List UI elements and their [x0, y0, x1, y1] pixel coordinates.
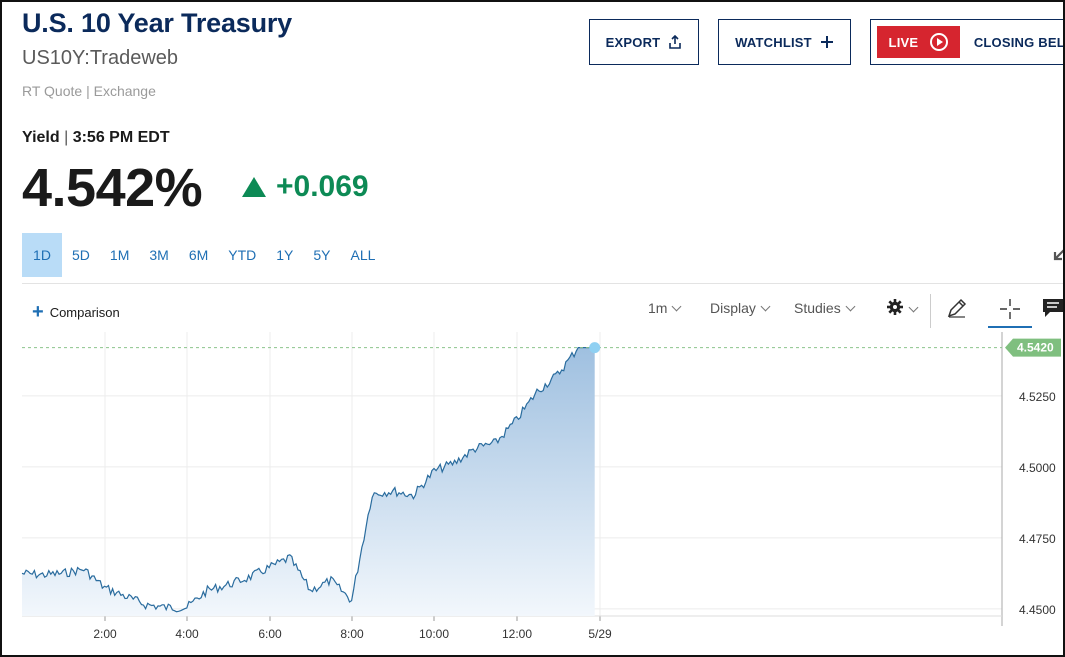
chevron-down-icon [845, 301, 856, 312]
export-button[interactable]: EXPORT [589, 19, 699, 65]
crosshair-tool[interactable] [988, 294, 1032, 328]
x-tick-label: 2:00 [93, 627, 117, 641]
triangle-up-icon [242, 177, 266, 197]
range-tab-1m[interactable]: 1M [109, 247, 130, 263]
last-price-label: 4.5420 [1017, 341, 1054, 355]
time-range-tabs: 1D 5D 1M 3M 6M YTD 1Y 5Y ALL [22, 233, 385, 277]
interval-dropdown[interactable]: 1m [648, 300, 682, 316]
crosshair-icon [999, 298, 1021, 323]
last-price-dot [589, 342, 601, 354]
range-tab-5d[interactable]: 5D [72, 247, 90, 263]
quote-time: 3:56 PM EDT [72, 129, 170, 146]
interval-label: 1m [648, 300, 668, 316]
range-tab-1d[interactable]: 1D [22, 233, 62, 277]
price-value: 4.542% [22, 158, 203, 218]
studies-label: Studies [794, 300, 841, 316]
range-tab-3m[interactable]: 3M [149, 247, 169, 263]
y-tick-label: 4.5250 [1019, 390, 1056, 404]
settings-dropdown[interactable] [886, 298, 919, 319]
expand-icon[interactable] [1051, 245, 1063, 263]
share-upload-icon [668, 35, 682, 49]
series-area [22, 347, 595, 616]
draw-tool[interactable] [946, 297, 968, 322]
price-change: +0.069 [242, 170, 369, 204]
watchlist-button[interactable]: WATCHLIST [718, 19, 851, 65]
range-tab-1y[interactable]: 1Y [276, 247, 294, 263]
range-tab-6m[interactable]: 6M [188, 247, 209, 263]
chevron-down-icon [760, 301, 771, 312]
live-button[interactable]: LIVE [877, 26, 960, 58]
range-tab-5y[interactable]: 5Y [313, 247, 331, 263]
x-tick-label: 12:00 [502, 627, 532, 641]
comment-icon [1042, 298, 1063, 321]
divider [22, 283, 1063, 284]
yield-label: Yield [22, 129, 60, 146]
x-tick-label: 10:00 [419, 627, 449, 641]
play-circle-icon [930, 33, 949, 51]
chevron-down-icon [908, 302, 919, 312]
yield-timestamp: Yield | 3:56 PM EDT [22, 129, 170, 147]
display-dropdown[interactable]: Display [710, 300, 771, 316]
page-title: U.S. 10 Year Treasury [22, 8, 292, 38]
range-tab-ytd[interactable]: YTD [228, 247, 257, 263]
x-tick-label: 6:00 [258, 627, 282, 641]
live-banner[interactable]: LIVE CLOSING BELL [870, 19, 1065, 65]
change-value: +0.069 [276, 170, 369, 203]
x-tick-label: 4:00 [175, 627, 199, 641]
y-tick-label: 4.4500 [1019, 603, 1056, 617]
x-tick-label: 8:00 [340, 627, 364, 641]
toolbar-separator [930, 294, 931, 328]
pencil-icon [946, 297, 968, 322]
plus-icon [820, 35, 834, 49]
last-price-tag [1005, 338, 1061, 357]
symbol-label: US10Y:Tradeweb [22, 47, 179, 69]
export-label: EXPORT [605, 34, 661, 50]
display-label: Display [710, 300, 756, 316]
comparison-button[interactable]: + Comparison [32, 302, 120, 322]
y-tick-label: 4.5000 [1019, 461, 1056, 475]
separator: | [64, 129, 73, 146]
series-line [21, 347, 595, 613]
live-label: LIVE [888, 34, 919, 50]
studies-dropdown[interactable]: Studies [794, 300, 856, 316]
price-chart[interactable]: 4.4500 4.4750 4.5000 4.5250 2:00 4:00 6:00 8:00… [2, 332, 1065, 657]
plus-icon: + [32, 301, 44, 323]
comment-tool[interactable] [1042, 298, 1063, 321]
closing-bell-label[interactable]: CLOSING BELL [973, 34, 1065, 50]
comparison-label: Comparison [49, 304, 120, 320]
x-tick-label: 5/29 [588, 627, 612, 641]
range-tab-all[interactable]: ALL [350, 247, 376, 263]
watchlist-label: WATCHLIST [735, 34, 812, 50]
gear-icon [886, 298, 904, 319]
quote-source: RT Quote | Exchange [22, 83, 156, 99]
y-tick-label: 4.4750 [1019, 532, 1056, 546]
chevron-down-icon [672, 301, 682, 312]
